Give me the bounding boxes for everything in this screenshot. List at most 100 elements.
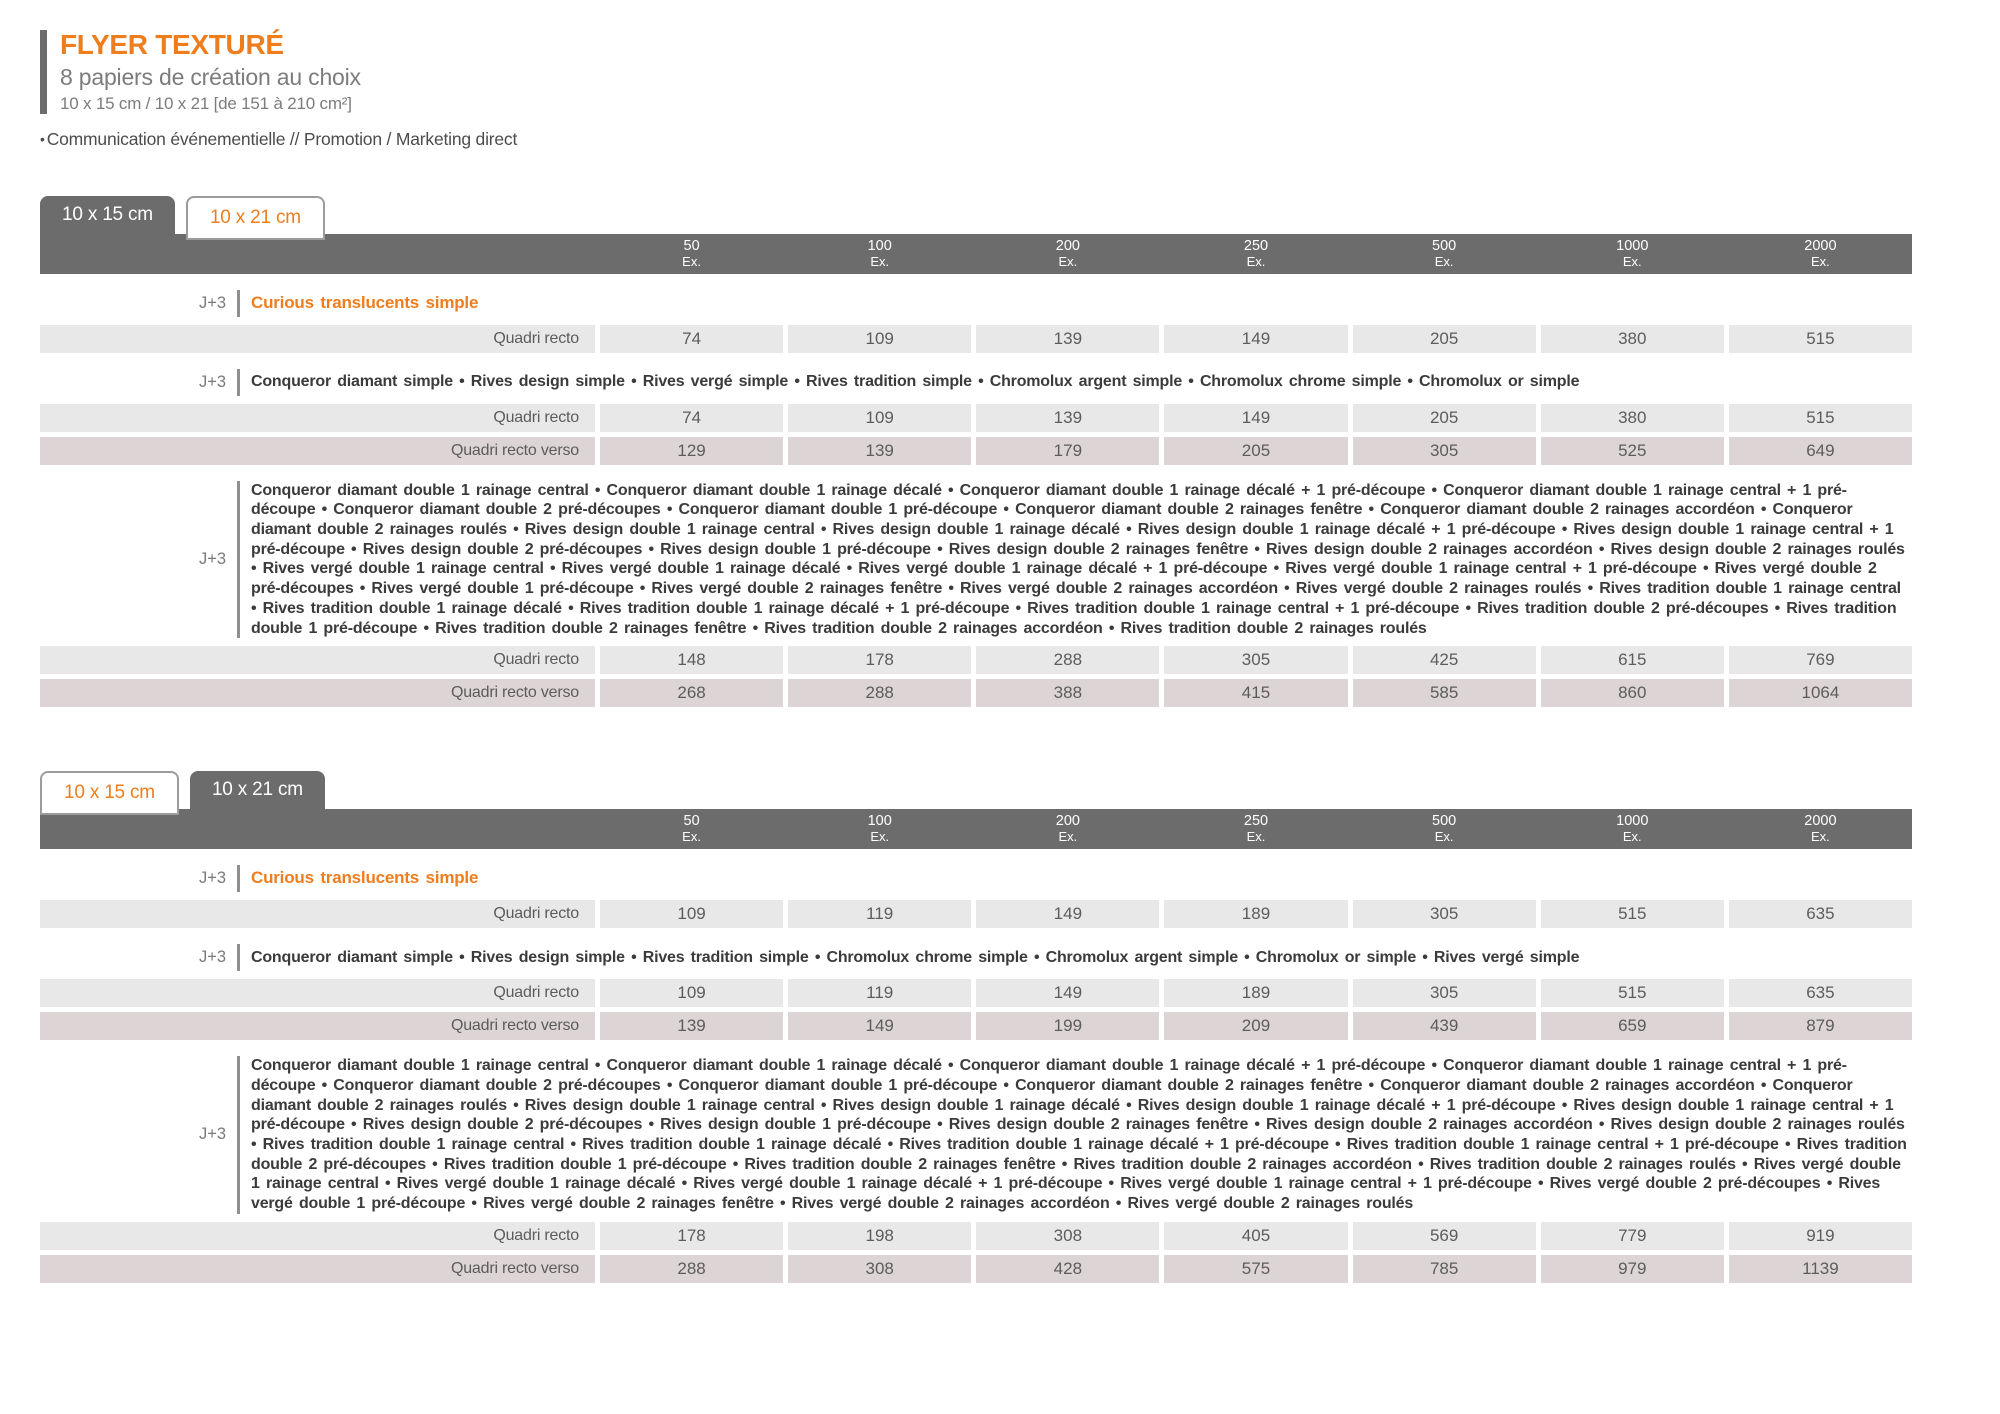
price-cell: 109 xyxy=(600,900,784,929)
row-label: Quadri recto xyxy=(40,646,595,675)
price-table-10x21: 10 x 15 cm 10 x 21 cm 50 Ex. 100 Ex. 200 Ex. 25… xyxy=(40,771,1912,1283)
column-header-2000: 2000 Ex. xyxy=(1804,237,1837,269)
price-cell: 109 xyxy=(788,324,972,353)
price-cell: 405 xyxy=(1164,1221,1348,1250)
delay-label: J+3 xyxy=(198,1125,226,1144)
price-rows: Quadri recto 109 119 149 189 305 515 635 Quadri … xyxy=(40,979,1912,1041)
price-cell: 199 xyxy=(976,1012,1160,1041)
price-cell: 779 xyxy=(1540,1221,1724,1250)
group-description: J+3 Curious translucents simple xyxy=(40,865,1912,893)
price-rows: Quadri recto 74 109 139 149 205 380 515 xyxy=(40,324,1912,353)
usage-line: • Communication événementielle // Promoti… xyxy=(40,129,1912,150)
group-description: J+3 Curious translucents simple xyxy=(40,289,1912,317)
paper-group: J+3 Conqueror diamant double 1 rainage c… xyxy=(40,480,1912,708)
price-row-recto: Quadri recto 178 198 308 405 569 779 919 xyxy=(40,1221,1912,1250)
price-cell: 415 xyxy=(1164,679,1348,708)
price-cell: 305 xyxy=(1352,900,1536,929)
divider-bar xyxy=(237,1056,240,1214)
divider-bar xyxy=(237,289,240,317)
price-cell: 1139 xyxy=(1728,1254,1912,1283)
price-rows: Quadri recto 178 198 308 405 569 779 919 Quadri … xyxy=(40,1221,1912,1283)
price-cell: 288 xyxy=(788,679,972,708)
papers-list: Curious translucents simple xyxy=(251,292,479,312)
row-label: Quadri recto xyxy=(40,403,595,432)
price-cell: 308 xyxy=(788,1254,972,1283)
divider-bar xyxy=(237,480,240,639)
column-header-500: 500 Ex. xyxy=(1432,813,1457,844)
column-header: 50 Ex. 100 Ex. 200 Ex. 250 Ex. 500 Ex. 1000 Ex. 2000… xyxy=(40,233,1912,274)
column-header-50: 50 Ex. xyxy=(682,237,701,269)
tab-10-x-15-cm[interactable]: 10 x 15 cm xyxy=(40,195,175,234)
delay-label: J+3 xyxy=(198,372,226,391)
price-cell: 149 xyxy=(1164,324,1348,353)
price-cell: 425 xyxy=(1352,646,1536,675)
page-title: FLYER TEXTURÉ xyxy=(60,29,284,60)
price-cell: 139 xyxy=(600,1012,784,1041)
row-label: Quadri recto xyxy=(40,900,595,929)
price-row-verso: Quadri recto verso 139 149 199 209 439 659 879 xyxy=(40,1012,1912,1041)
column-header-2000: 2000 Ex. xyxy=(1804,813,1837,844)
column-header-500: 500 Ex. xyxy=(1432,237,1457,269)
price-cell: 109 xyxy=(788,403,972,432)
price-cell: 74 xyxy=(600,324,784,353)
price-cell: 515 xyxy=(1540,979,1724,1008)
price-cell: 879 xyxy=(1728,1012,1912,1041)
price-row-recto: Quadri recto 109 119 149 189 305 515 635 xyxy=(40,979,1912,1008)
column-header-100: 100 Ex. xyxy=(867,237,892,269)
price-cell: 189 xyxy=(1164,979,1348,1008)
row-label: Quadri recto xyxy=(40,1221,595,1250)
price-cell: 149 xyxy=(1164,403,1348,432)
page-formats: 10 x 15 cm / 10 x 21 [de 151 à 210 cm²] xyxy=(60,93,352,113)
paper-group: J+3 Conqueror diamant double 1 rainage c… xyxy=(40,1056,1912,1283)
price-cell: 288 xyxy=(976,646,1160,675)
divider-bar xyxy=(237,368,240,396)
price-row-recto: Quadri recto 148 178 288 305 425 615 769 xyxy=(40,646,1912,675)
tab-10-x-21-cm[interactable]: 10 x 21 cm xyxy=(185,195,325,240)
papers-list: Curious translucents simple xyxy=(251,868,479,888)
price-cell: 585 xyxy=(1352,679,1536,708)
tab-10-x-21-cm[interactable]: 10 x 21 cm xyxy=(189,771,325,810)
row-label: Quadri recto verso xyxy=(40,679,595,708)
price-cell: 148 xyxy=(600,646,784,675)
price-cell: 769 xyxy=(1728,646,1912,675)
price-cell: 305 xyxy=(1164,646,1348,675)
price-cell: 515 xyxy=(1728,324,1912,353)
price-cell: 179 xyxy=(976,436,1160,465)
delay-label: J+3 xyxy=(198,293,226,312)
price-cell: 209 xyxy=(1164,1012,1348,1041)
price-cell: 305 xyxy=(1352,436,1536,465)
paper-group: J+3 Curious translucents simple Quadri r… xyxy=(40,289,1912,353)
price-cell: 515 xyxy=(1728,403,1912,432)
usage-text: Communication événementielle // Promotio… xyxy=(46,128,518,149)
price-cell: 515 xyxy=(1540,900,1724,929)
price-cell: 525 xyxy=(1540,436,1724,465)
column-header-1000: 1000 Ex. xyxy=(1616,237,1649,269)
page-subtitle: 8 papiers de création au choix xyxy=(60,63,361,90)
row-label: Quadri recto xyxy=(40,979,595,1008)
price-cell: 149 xyxy=(976,900,1160,929)
price-row-recto: Quadri recto 74 109 139 149 205 380 515 xyxy=(40,324,1912,353)
price-cell: 139 xyxy=(976,403,1160,432)
tables: 10 x 15 cm 10 x 21 cm 50 Ex. 100 Ex. 200 Ex. 25… xyxy=(40,195,1912,1283)
price-cell: 575 xyxy=(1164,1254,1348,1283)
price-rows: Quadri recto 109 119 149 189 305 515 635 xyxy=(40,900,1912,929)
price-cell: 74 xyxy=(600,403,784,432)
divider-bar xyxy=(237,944,240,972)
header-accent-bar xyxy=(40,30,47,114)
price-cell: 388 xyxy=(976,679,1160,708)
price-cell: 178 xyxy=(600,1221,784,1250)
row-label: Quadri recto verso xyxy=(40,1012,595,1041)
group-description: J+3 Conqueror diamant simple • Rives des… xyxy=(40,368,1912,396)
price-table-10x15: 10 x 15 cm 10 x 21 cm 50 Ex. 100 Ex. 200 Ex. 25… xyxy=(40,195,1912,708)
price-cell: 919 xyxy=(1728,1221,1912,1250)
price-cell: 635 xyxy=(1728,979,1912,1008)
price-cell: 149 xyxy=(788,1012,972,1041)
tab-10-x-15-cm[interactable]: 10 x 15 cm xyxy=(40,771,179,816)
papers-list: Conqueror diamant simple • Rives design … xyxy=(251,948,1580,966)
delay-label: J+3 xyxy=(198,948,226,967)
column-header-100: 100 Ex. xyxy=(867,813,892,844)
price-cell: 428 xyxy=(976,1254,1160,1283)
price-cell: 198 xyxy=(788,1221,972,1250)
delay-label: J+3 xyxy=(198,549,226,568)
tabs: 10 x 15 cm 10 x 21 cm xyxy=(40,771,1912,816)
